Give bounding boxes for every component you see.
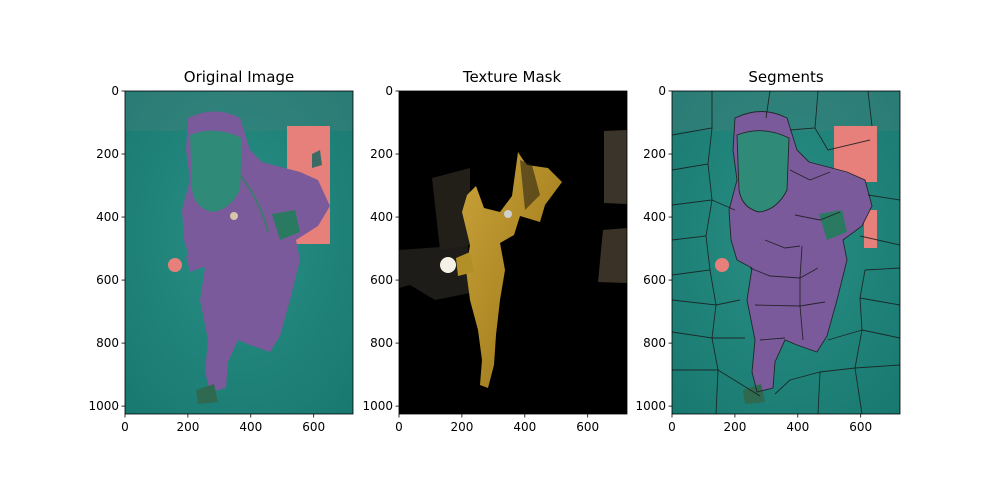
y-tick-label: 1000: [635, 399, 666, 413]
panel-title-segments: Segments: [748, 68, 824, 86]
y-tick-label: 800: [370, 336, 393, 350]
panel-segments: Segments: [635, 68, 901, 434]
x-tick-label: 200: [450, 420, 473, 434]
y-tick-label: 200: [643, 147, 666, 161]
y-tick-label: 400: [643, 210, 666, 224]
y-tick-label: 1000: [88, 399, 119, 413]
x-tick-label: 0: [668, 420, 676, 434]
y-tick-label: 1000: [362, 399, 393, 413]
y-tick-label: 400: [96, 210, 119, 224]
x-tick-label: 600: [576, 420, 599, 434]
y-tick-label: 800: [643, 336, 666, 350]
x-tick-label: 400: [786, 420, 809, 434]
x-tick-label: 600: [302, 420, 325, 434]
y-tick-label: 600: [643, 273, 666, 287]
y-tick-label: 0: [111, 84, 119, 98]
ticks-original: 0 200 400 600 0 200 400 600 800 1000: [88, 84, 325, 434]
panel-title-original: Original Image: [184, 68, 294, 86]
x-tick-label: 400: [239, 420, 262, 434]
y-tick-label: 600: [370, 273, 393, 287]
y-tick-label: 600: [96, 273, 119, 287]
x-tick-label: 200: [176, 420, 199, 434]
y-tick-label: 800: [96, 336, 119, 350]
panel-title-texture: Texture Mask: [462, 68, 562, 86]
y-tick-label: 200: [370, 147, 393, 161]
x-tick-label: 400: [513, 420, 536, 434]
y-tick-label: 200: [96, 147, 119, 161]
x-tick-label: 0: [395, 420, 403, 434]
x-tick-label: 200: [723, 420, 746, 434]
y-tick-label: 0: [658, 84, 666, 98]
x-tick-label: 0: [121, 420, 129, 434]
panel-texture-mask: Texture Mask 0 200 400 600 0 200 400 600 800 1000: [362, 68, 628, 434]
image-original: [125, 91, 353, 414]
y-tick-label: 400: [370, 210, 393, 224]
image-texture-mask: [399, 91, 627, 414]
y-tick-label: 0: [385, 84, 393, 98]
x-tick-label: 600: [849, 420, 872, 434]
ticks-texture: 0 200 400 600 0 200 400 600 800 1000: [362, 84, 599, 434]
panel-original-image: Original Image 0 200 400 600 0 200 400 600 800 10…: [88, 68, 354, 434]
image-segments: [671, 90, 901, 415]
segment-boundaries: [671, 90, 901, 415]
ticks-segments: 0 200 400 600 0 200 400 600 800 1000: [635, 84, 872, 434]
